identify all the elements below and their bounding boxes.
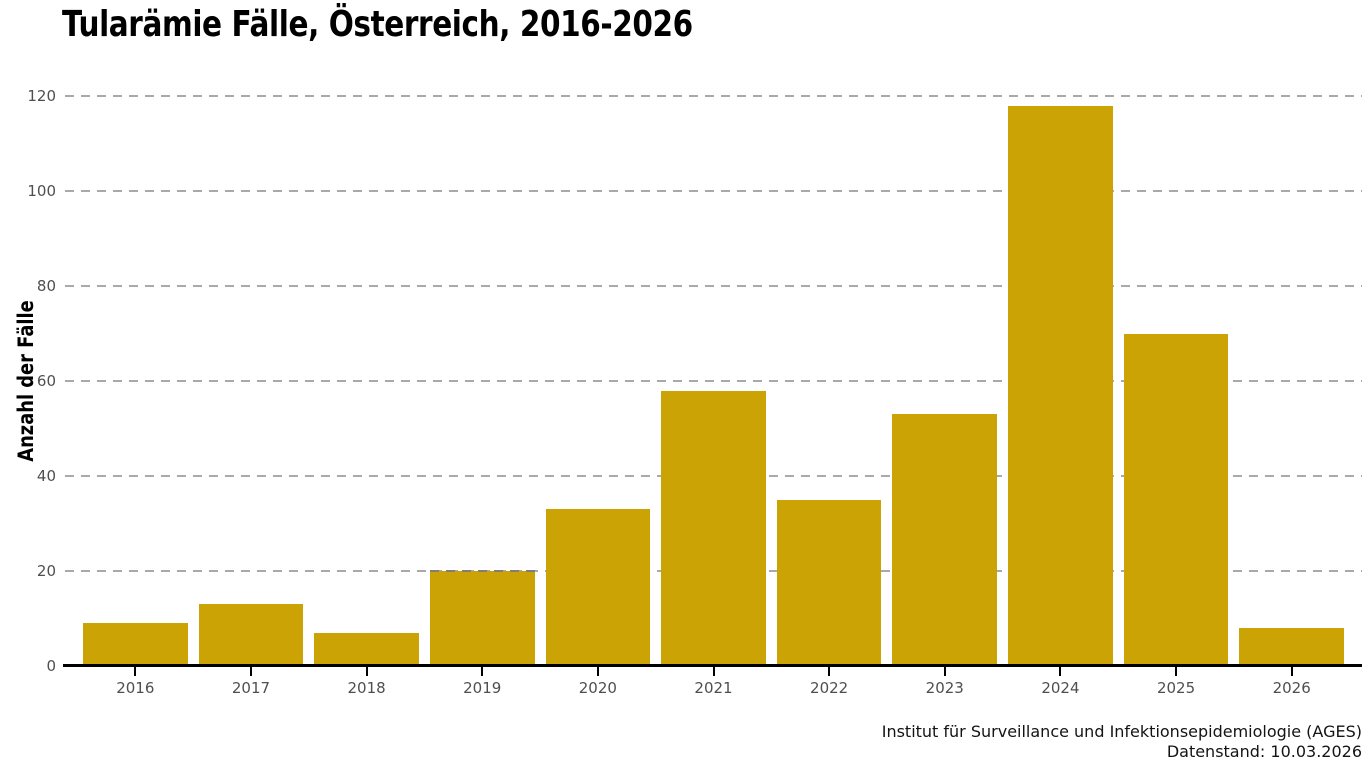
bar-2020 <box>545 509 651 666</box>
x-tick-2022 <box>828 667 831 676</box>
x-tick-label-2023: 2023 <box>925 679 964 697</box>
source-note: Institut für Surveillance und Infektions… <box>882 722 1362 762</box>
y-tick-label-100: 100 <box>27 182 56 200</box>
bar-slot-2022 <box>776 96 882 666</box>
x-tick-label-2020: 2020 <box>578 679 617 697</box>
bar-slot-2019 <box>429 96 535 666</box>
gridline-100 <box>65 190 1362 192</box>
x-tick-2025 <box>1175 667 1178 676</box>
x-tick-2016 <box>134 667 137 676</box>
bar-2022 <box>776 499 882 666</box>
bar-2025 <box>1123 333 1229 666</box>
bar-2016 <box>83 623 188 666</box>
x-tick-label-2016: 2016 <box>116 679 155 697</box>
x-tick-2020 <box>596 667 599 676</box>
bar-slot-2017 <box>198 96 304 666</box>
x-tick-label-2025: 2025 <box>1156 679 1196 697</box>
bar-2026 <box>1239 628 1345 666</box>
plot-area: 0 20 40 60 80 100 120 2016 2017 2018 2019 2020 2021… <box>27 87 1362 697</box>
bar-slot-2021 <box>661 96 766 666</box>
bar-slot-2026 <box>1239 96 1345 666</box>
x-tick-label-2021: 2021 <box>694 679 733 697</box>
bar-slot-2023 <box>892 96 998 666</box>
source-institute-line: Institut für Surveillance und Infektions… <box>881 722 1362 741</box>
x-tick-2026 <box>1290 667 1293 676</box>
bars-group <box>65 96 1362 666</box>
bar-slot-2020 <box>545 96 651 666</box>
x-tick-2024 <box>1059 667 1062 676</box>
bar-2023 <box>892 414 998 666</box>
source-datenstand-line: Datenstand: 10.03.2026 <box>1166 742 1362 761</box>
x-tick-label-2024: 2024 <box>1041 679 1080 697</box>
bar-2024 <box>1008 105 1113 666</box>
chart-title: Tularämie Fälle, Österreich, 2016-2026 <box>62 4 693 45</box>
x-tick-label-2017: 2017 <box>231 679 271 697</box>
y-tick-label-80: 80 <box>36 277 56 295</box>
gridline-60 <box>65 380 1362 382</box>
y-tick-label-60: 60 <box>36 372 56 390</box>
x-tick-label-2019: 2019 <box>463 679 502 697</box>
bar-2017 <box>198 604 304 666</box>
x-tick-2017 <box>249 667 252 676</box>
gridline-over-bar-2019 <box>429 570 535 572</box>
x-tick-2021 <box>712 667 715 676</box>
y-tick-label-120: 120 <box>27 87 56 105</box>
y-axis-title: Anzahl der Fälle <box>14 300 38 462</box>
x-tick-2018 <box>365 667 368 676</box>
x-axis-line <box>63 664 1362 667</box>
bar-2019 <box>429 570 535 666</box>
bar-slot-2025 <box>1123 96 1229 666</box>
gridline-120 <box>65 95 1362 97</box>
x-tick-2023 <box>943 667 946 676</box>
y-tick-label-40: 40 <box>36 467 56 485</box>
bar-2018 <box>314 632 419 666</box>
x-tick-label-2026: 2026 <box>1272 679 1311 697</box>
x-tick-label-2018: 2018 <box>347 679 386 697</box>
y-tick-label-0: 0 <box>46 657 56 675</box>
x-tick-label-2022: 2022 <box>810 679 849 697</box>
gridline-80 <box>65 285 1362 287</box>
x-tick-2019 <box>481 667 484 676</box>
y-tick-label-20: 20 <box>36 562 56 580</box>
bar-slot-2018 <box>314 96 419 666</box>
bar-slot-2024 <box>1008 96 1113 666</box>
bar-2021 <box>661 390 766 666</box>
bar-slot-2016 <box>83 96 188 666</box>
